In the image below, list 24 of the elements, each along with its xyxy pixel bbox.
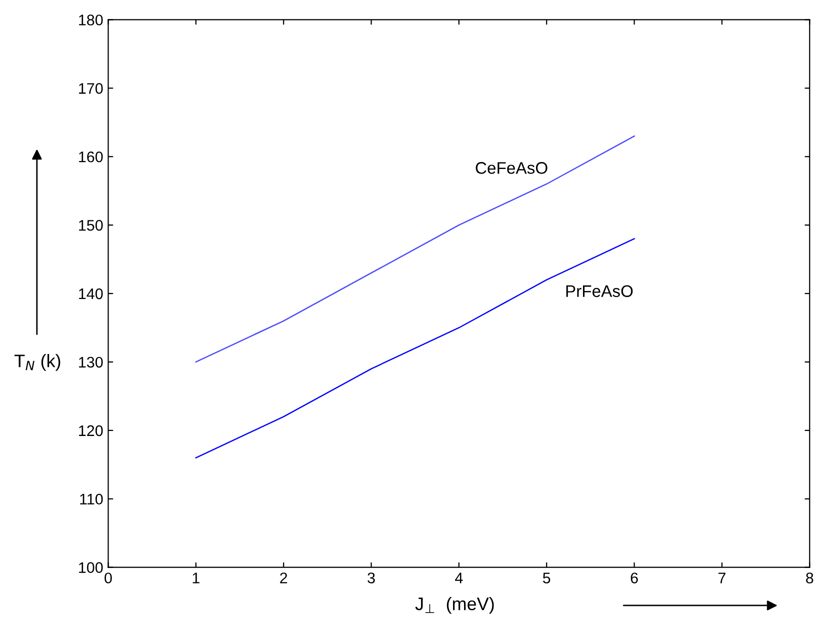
x-tick-label: 0 xyxy=(104,572,112,584)
y-tick-label: 170 xyxy=(79,83,103,94)
line-series xyxy=(195,135,635,363)
x-tick-label: 5 xyxy=(542,572,550,584)
y-tick-label: 110 xyxy=(80,494,103,505)
x-tick-label: 1 xyxy=(192,572,200,584)
y-tick-label: 130 xyxy=(79,356,103,368)
series-label: CeFeAsO xyxy=(476,162,548,174)
y-tick-label: 140 xyxy=(79,288,103,300)
y-tick-label: 120 xyxy=(79,425,103,436)
series-label: PrFeAsO xyxy=(566,285,633,298)
x-tick-label: 7 xyxy=(718,572,726,584)
x-tick-label: 6 xyxy=(630,572,638,584)
y-tick-label: 100 xyxy=(79,562,103,573)
x-axis-title: J$_{⊥}$ (meV) xyxy=(415,596,494,614)
x-tick-label: 4 xyxy=(455,572,463,584)
line-series xyxy=(195,238,635,458)
y-tick-label: 180 xyxy=(79,14,103,26)
y-axis-title: T$_{N}$ (k) xyxy=(14,354,60,371)
x-tick-label: 3 xyxy=(368,572,375,584)
y-tick-label: 150 xyxy=(79,220,103,231)
y-tick-label: 160 xyxy=(79,151,103,162)
x-tick-label: 2 xyxy=(280,572,288,584)
x-tick-label: 8 xyxy=(806,572,814,584)
